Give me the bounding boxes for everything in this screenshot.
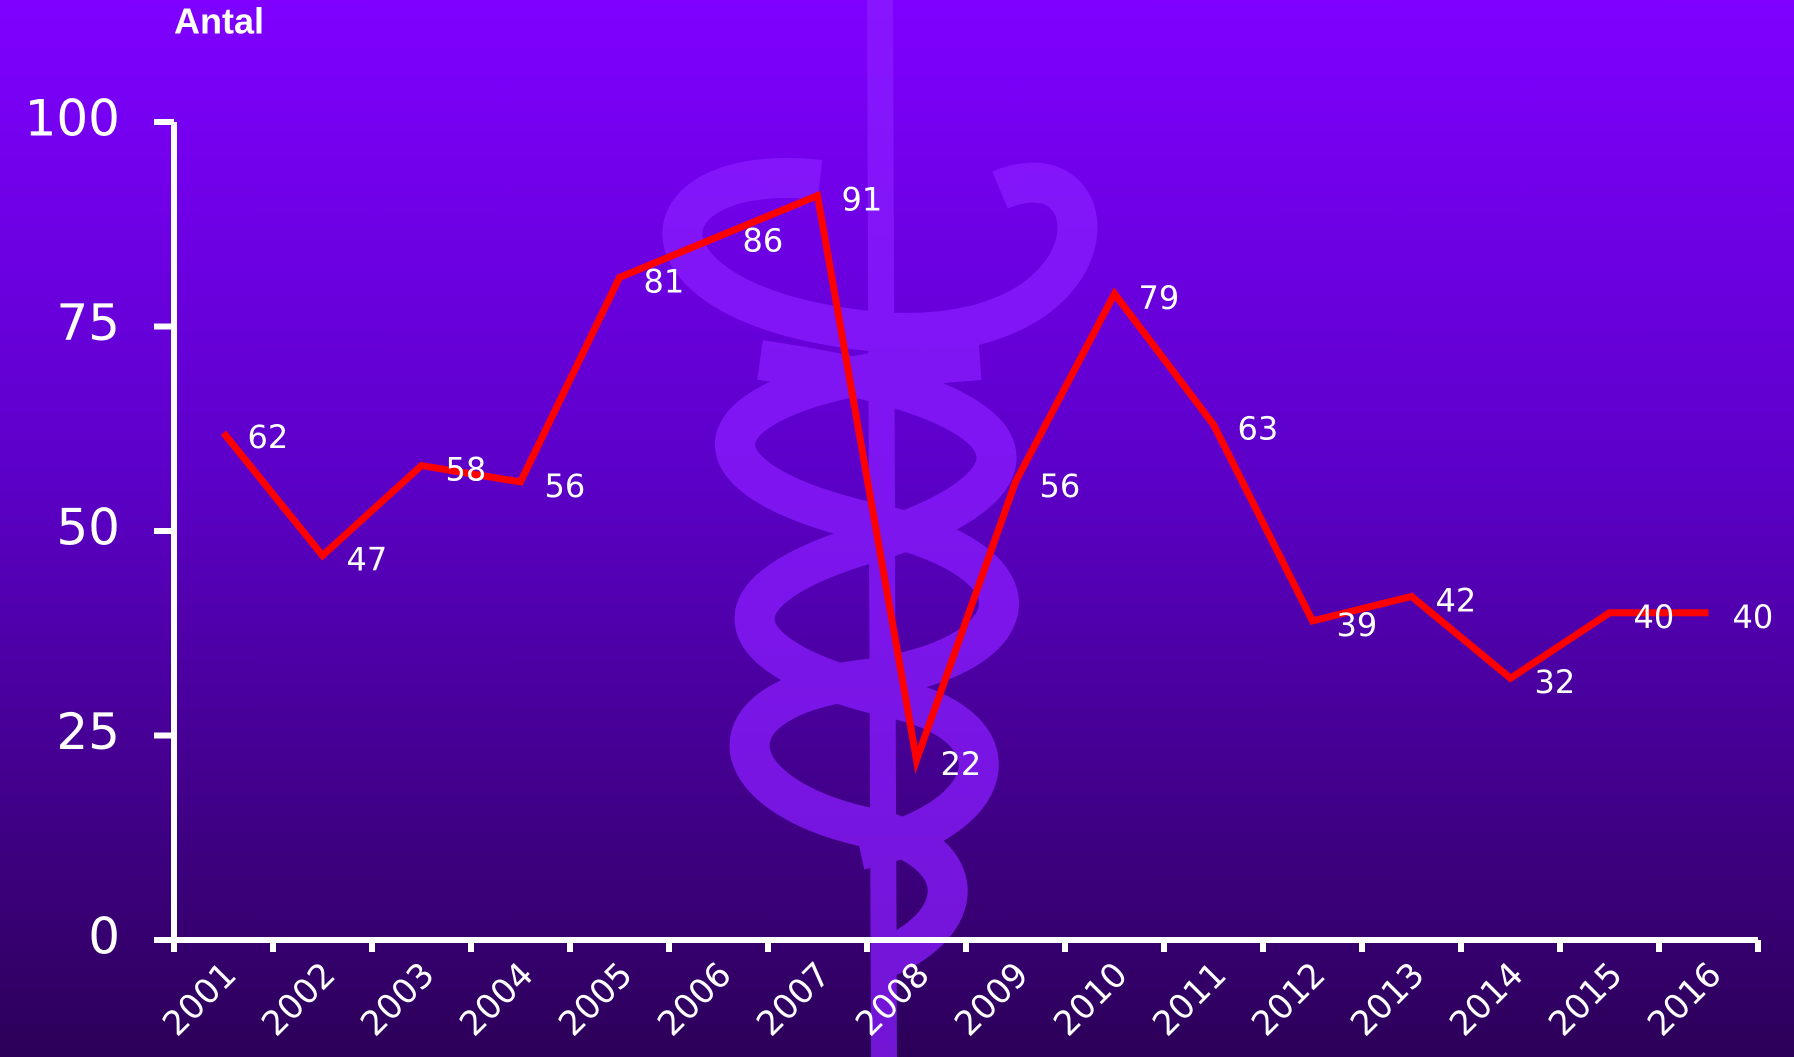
- data-label: 40: [1634, 598, 1675, 636]
- y-tick-label: 100: [25, 90, 120, 148]
- data-label: 91: [842, 181, 883, 219]
- y-tick-label: 25: [56, 703, 120, 761]
- caduceus-decoration: [662, 0, 1098, 1057]
- data-label: 58: [446, 451, 487, 489]
- data-label: 62: [248, 418, 289, 456]
- data-line: [220, 190, 1709, 774]
- data-label: 86: [743, 222, 784, 260]
- y-tick-label: 0: [88, 908, 120, 966]
- data-label: 32: [1535, 663, 1576, 701]
- data-label: 56: [1040, 467, 1081, 505]
- data-label: 22: [941, 745, 982, 783]
- y-tick-label: 50: [56, 499, 120, 557]
- y-tick-label: 75: [56, 294, 120, 352]
- data-label: 47: [347, 541, 388, 579]
- data-label: 63: [1238, 410, 1279, 448]
- data-label: 79: [1139, 279, 1180, 317]
- data-label: 56: [545, 467, 586, 505]
- data-label: 40: [1733, 598, 1774, 636]
- data-label: 39: [1337, 606, 1378, 644]
- data-label: 81: [644, 262, 685, 300]
- data-label: 42: [1436, 581, 1477, 619]
- y-axis-title: Antal: [174, 1, 264, 42]
